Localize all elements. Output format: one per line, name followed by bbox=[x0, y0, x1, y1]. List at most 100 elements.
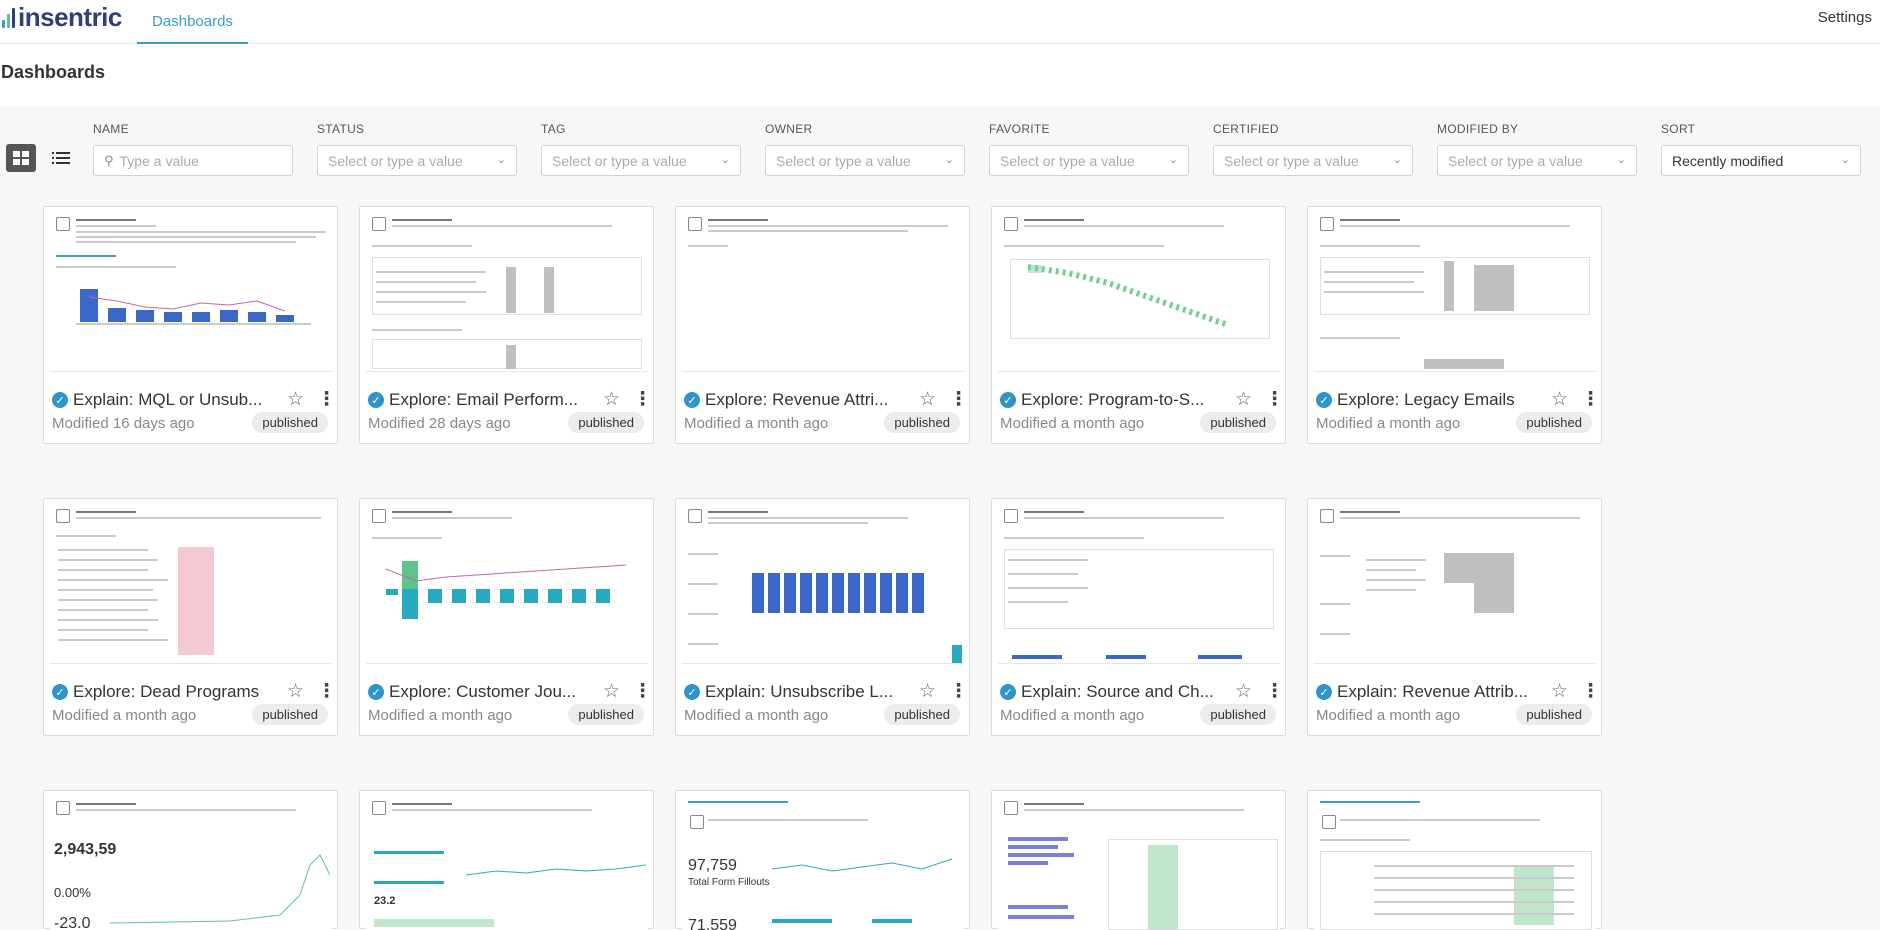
filter-modified-by: MODIFIED BY Select or type a value ⌄ bbox=[1437, 122, 1637, 176]
star-icon[interactable]: ☆ bbox=[603, 389, 621, 410]
select-placeholder: Select or type a value bbox=[1224, 152, 1359, 169]
card-title[interactable]: Explain: MQL or Unsub... bbox=[73, 390, 263, 409]
list-view-toggle[interactable] bbox=[46, 144, 76, 172]
filter-name: NAME ⚲ Type a value bbox=[93, 122, 293, 176]
status-select[interactable]: Select or type a value ⌄ bbox=[317, 145, 517, 176]
card-title[interactable]: Explore: Revenue Attri... bbox=[705, 390, 889, 409]
star-icon[interactable]: ☆ bbox=[1551, 389, 1569, 410]
dashboard-card[interactable]: 97,759 Total Form Fillouts 71,559 bbox=[675, 790, 970, 930]
star-icon[interactable]: ☆ bbox=[287, 681, 305, 702]
more-vertical-icon[interactable]: ⋮ bbox=[1265, 389, 1284, 410]
card-title[interactable]: Explore: Program-to-S... bbox=[1021, 390, 1205, 409]
dashboard-card[interactable] bbox=[991, 790, 1286, 930]
page-title: Dashboards bbox=[1, 62, 106, 82]
favorite-select[interactable]: Select or type a value ⌄ bbox=[989, 145, 1189, 176]
more-vertical-icon[interactable]: ⋮ bbox=[1581, 681, 1600, 702]
card-title[interactable]: Explain: Revenue Attrib... bbox=[1337, 682, 1528, 701]
filter-label: MODIFIED BY bbox=[1437, 122, 1519, 136]
status-badge: published bbox=[1516, 704, 1592, 725]
dashboard-card[interactable]: ✓ Explore: Revenue Attri... ☆ ⋮ Modified… bbox=[675, 206, 970, 444]
tag-select[interactable]: Select or type a value ⌄ bbox=[541, 145, 741, 176]
grid-view-toggle[interactable] bbox=[6, 144, 36, 172]
settings-label: Settings bbox=[1817, 8, 1872, 26]
filter-certified: CERTIFIED Select or type a value ⌄ bbox=[1213, 122, 1413, 176]
dashboard-card[interactable]: 23.2 bbox=[359, 790, 654, 930]
card-title[interactable]: Explain: Source and Ch... bbox=[1021, 682, 1214, 701]
more-vertical-icon[interactable]: ⋮ bbox=[633, 389, 652, 410]
dashboard-thumbnail bbox=[998, 503, 1280, 664]
modified-text: Modified a month ago bbox=[1316, 415, 1461, 432]
more-vertical-icon[interactable]: ⋮ bbox=[633, 681, 652, 702]
certified-check-icon: ✓ bbox=[1000, 392, 1016, 408]
name-search-input[interactable]: ⚲ Type a value bbox=[93, 145, 293, 176]
more-vertical-icon[interactable]: ⋮ bbox=[1581, 389, 1600, 410]
certified-select[interactable]: Select or type a value ⌄ bbox=[1213, 145, 1413, 176]
modified-text: Modified a month ago bbox=[684, 707, 829, 724]
modified-text: Modified a month ago bbox=[1000, 415, 1145, 432]
dashboard-thumbnail bbox=[50, 503, 332, 664]
star-icon[interactable]: ☆ bbox=[1235, 681, 1253, 702]
card-title[interactable]: Explore: Dead Programs bbox=[73, 682, 260, 701]
certified-check-icon: ✓ bbox=[1000, 684, 1016, 700]
star-icon[interactable]: ☆ bbox=[919, 389, 937, 410]
dashboard-thumbnail bbox=[682, 211, 964, 372]
modified-text: Modified a month ago bbox=[684, 415, 829, 432]
star-icon[interactable]: ☆ bbox=[603, 681, 621, 702]
settings-menu[interactable]: Settings bbox=[1818, 0, 1872, 34]
modified-text: Modified a month ago bbox=[1000, 707, 1145, 724]
dashboard-card[interactable]: 2,943,59 0.00% -23.0 bbox=[43, 790, 338, 930]
certified-check-icon: ✓ bbox=[368, 392, 384, 408]
card-title[interactable]: Explore: Legacy Emails bbox=[1337, 390, 1515, 409]
status-badge: published bbox=[1200, 704, 1276, 725]
sort-select[interactable]: Recently modified ⌄ bbox=[1661, 145, 1861, 176]
filter-favorite: FAVORITE Select or type a value ⌄ bbox=[989, 122, 1189, 176]
dashboard-card[interactable] bbox=[1307, 790, 1602, 930]
filter-label: STATUS bbox=[317, 122, 365, 136]
dashboard-card[interactable]: ✓ Explain: Revenue Attrib... ☆ ⋮ Modifie… bbox=[1307, 498, 1602, 736]
more-vertical-icon[interactable]: ⋮ bbox=[949, 389, 968, 410]
modified-text: Modified a month ago bbox=[1316, 707, 1461, 724]
certified-check-icon: ✓ bbox=[1316, 684, 1332, 700]
filter-label: CERTIFIED bbox=[1213, 122, 1279, 136]
dashboard-card[interactable]: ✓ Explore: Dead Programs ☆ ⋮ Modified a … bbox=[43, 498, 338, 736]
certified-check-icon: ✓ bbox=[684, 684, 700, 700]
insentric-logo[interactable]: insentric bbox=[2, 3, 122, 31]
dashboard-card[interactable]: ✓ Explain: Unsubscribe L... ☆ ⋮ Modified… bbox=[675, 498, 970, 736]
dashboard-card[interactable]: ✓ Explore: Program-to-S... ☆ ⋮ Modified … bbox=[991, 206, 1286, 444]
card-title[interactable]: Explain: Unsubscribe L... bbox=[705, 682, 894, 701]
more-vertical-icon[interactable]: ⋮ bbox=[317, 681, 336, 702]
chevron-down-icon: ⌄ bbox=[1616, 154, 1626, 166]
more-vertical-icon[interactable]: ⋮ bbox=[1265, 681, 1284, 702]
chevron-down-icon: ⌄ bbox=[720, 154, 730, 166]
nav-tab-dashboards[interactable]: Dashboards bbox=[137, 0, 248, 44]
select-placeholder: Select or type a value bbox=[328, 152, 463, 169]
modified-by-select[interactable]: Select or type a value ⌄ bbox=[1437, 145, 1637, 176]
dashboard-card[interactable]: ✓ Explore: Legacy Emails ☆ ⋮ Modified a … bbox=[1307, 206, 1602, 444]
more-vertical-icon[interactable]: ⋮ bbox=[317, 389, 336, 410]
certified-check-icon: ✓ bbox=[684, 392, 700, 408]
dashboard-card[interactable]: ✓ Explore: Email Perform... ☆ ⋮ Modified… bbox=[359, 206, 654, 444]
card-title[interactable]: Explore: Customer Jou... bbox=[389, 682, 577, 701]
modified-text: Modified a month ago bbox=[368, 707, 513, 724]
kpi-label: Total Form Fillouts bbox=[688, 877, 770, 888]
star-icon[interactable]: ☆ bbox=[287, 389, 305, 410]
star-icon[interactable]: ☆ bbox=[1235, 389, 1253, 410]
filter-status: STATUS Select or type a value ⌄ bbox=[317, 122, 517, 176]
brand-name: insentric bbox=[18, 2, 122, 32]
card-title[interactable]: Explore: Email Perform... bbox=[389, 390, 578, 409]
search-icon: ⚲ bbox=[104, 152, 114, 168]
search-placeholder: Type a value bbox=[119, 152, 199, 169]
owner-select[interactable]: Select or type a value ⌄ bbox=[765, 145, 965, 176]
dashboard-card[interactable]: ✓ Explain: Source and Ch... ☆ ⋮ Modified… bbox=[991, 498, 1286, 736]
more-vertical-icon[interactable]: ⋮ bbox=[949, 681, 968, 702]
star-icon[interactable]: ☆ bbox=[919, 681, 937, 702]
dashboard-thumbnail bbox=[1314, 795, 1596, 930]
dashboard-card[interactable]: ✓ Explore: Customer Jou... ☆ ⋮ Modified … bbox=[359, 498, 654, 736]
dashboard-card[interactable]: ✓ Explain: MQL or Unsub... ☆ ⋮ Modified … bbox=[43, 206, 338, 444]
dashboard-thumbnail bbox=[998, 795, 1280, 930]
star-icon[interactable]: ☆ bbox=[1551, 681, 1569, 702]
dashboard-thumbnail: 2,943,59 0.00% -23.0 bbox=[50, 795, 332, 930]
status-badge: published bbox=[568, 704, 644, 725]
dashboard-thumbnail: 97,759 Total Form Fillouts 71,559 bbox=[682, 795, 964, 930]
kpi-value: 97,759 bbox=[688, 857, 737, 874]
